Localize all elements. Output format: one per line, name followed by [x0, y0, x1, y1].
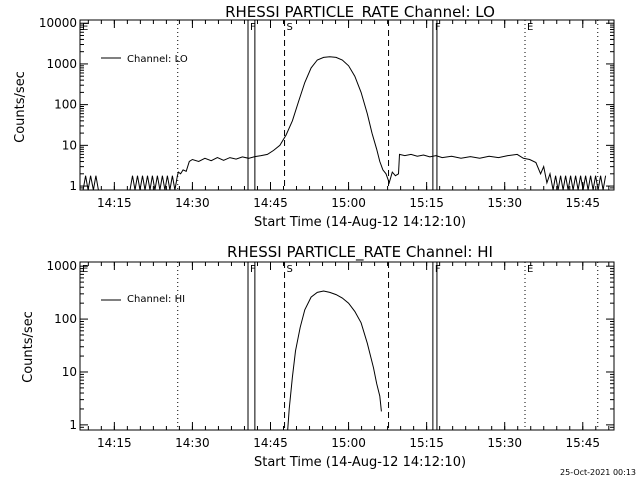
x-axis-label: Start Time (14-Aug-12 14:12:10) — [254, 215, 466, 230]
x-tick-label: 15:30 — [487, 196, 522, 210]
x-tick-label: 15:00 — [331, 196, 366, 210]
plot-frame — [79, 261, 615, 431]
x-tick-label: 15:00 — [331, 436, 366, 450]
chart-marks: 1 10 100 1000 10000 14:15 14:30 14:45 15:00 15:15… — [39, 16, 615, 450]
x-tick-label: 14:30 — [175, 436, 210, 450]
x-tick-label: 14:45 — [253, 196, 288, 210]
x-tick-label: 15:15 — [409, 196, 444, 210]
x-tick-label: 15:30 — [487, 436, 522, 450]
chart-title: RHESSI PARTICLE_RATE Channel: HI — [227, 243, 493, 262]
event-marker-label: E — [82, 264, 88, 275]
y-tick-label: 1 — [69, 179, 77, 193]
series-line — [82, 56, 607, 191]
legend-label: Channel: HI — [127, 294, 185, 305]
y-tick-label: 10 — [62, 138, 77, 152]
chart-panel: 1 10 100 1000 14:15 14:30 14:45 15:00 15:15 15:30… — [46, 259, 615, 450]
y-axis-label: Counts/sec — [21, 311, 36, 383]
x-tick-label: 14:45 — [253, 436, 288, 450]
y-tick-label: 1000 — [46, 57, 77, 71]
y-tick-label: 10000 — [39, 16, 77, 30]
x-tick-label: 14:15 — [97, 196, 132, 210]
event-marker-label: S — [287, 264, 293, 275]
x-tick-label: 15:45 — [565, 436, 600, 450]
x-tick-label: 14:30 — [175, 196, 210, 210]
y-tick-label: 1 — [69, 418, 77, 432]
footer-timestamp: 25-Oct-2021 00:13 — [560, 468, 636, 477]
y-tick-label: 1000 — [46, 259, 77, 273]
y-tick-label: 10 — [62, 365, 77, 379]
plot-frame — [79, 19, 615, 191]
series-line — [287, 290, 382, 431]
y-axis-label: Counts/sec — [13, 71, 28, 143]
event-marker-label: F — [250, 264, 256, 275]
y-tick-label: 100 — [54, 312, 77, 326]
y-tick-label: 100 — [54, 98, 77, 112]
chart-panel: 1 10 100 1000 10000 14:15 14:30 14:45 15:00 15:15… — [39, 16, 615, 210]
event-marker-label: F — [250, 22, 256, 33]
x-tick-label: 15:15 — [409, 436, 444, 450]
event-marker-label: E — [82, 22, 88, 33]
event-marker-label: F — [435, 22, 441, 33]
x-tick-label: 15:45 — [565, 196, 600, 210]
x-tick-label: 14:15 — [97, 436, 132, 450]
chart-title: RHESSI PARTICLE_RATE Channel: LO — [225, 3, 495, 22]
legend-label: Channel: LO — [127, 54, 188, 65]
event-marker-label: E — [527, 264, 533, 275]
event-marker-label: F — [435, 264, 441, 275]
event-marker-label: S — [287, 22, 293, 33]
x-axis-label: Start Time (14-Aug-12 14:12:10) — [254, 455, 466, 470]
event-marker-label: E — [527, 22, 533, 33]
